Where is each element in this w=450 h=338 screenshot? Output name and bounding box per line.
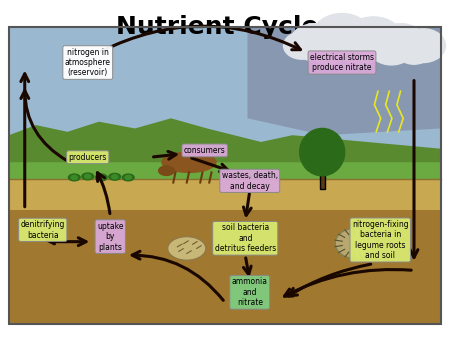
Ellipse shape — [122, 174, 134, 181]
Text: denitrifying
bacteria: denitrifying bacteria — [21, 220, 65, 240]
Circle shape — [376, 24, 425, 61]
Circle shape — [344, 17, 403, 61]
Ellipse shape — [98, 175, 104, 179]
Polygon shape — [9, 118, 441, 169]
Polygon shape — [9, 162, 441, 183]
Circle shape — [313, 14, 371, 57]
Ellipse shape — [335, 228, 376, 259]
Text: nitrogen-fixing
bacteria in
legume roots
and soil: nitrogen-fixing bacteria in legume roots… — [352, 220, 409, 260]
Circle shape — [400, 29, 446, 63]
Ellipse shape — [85, 174, 91, 178]
FancyBboxPatch shape — [9, 27, 441, 324]
Ellipse shape — [109, 173, 121, 180]
Text: Nutrient Cycles: Nutrient Cycles — [117, 15, 333, 39]
Text: nitrogen in
atmosphere
(reservoir): nitrogen in atmosphere (reservoir) — [65, 48, 111, 77]
Ellipse shape — [82, 173, 94, 180]
Ellipse shape — [68, 174, 80, 181]
Text: uptake
by
plants: uptake by plants — [97, 222, 123, 251]
Circle shape — [335, 27, 385, 64]
Circle shape — [308, 34, 349, 64]
Polygon shape — [9, 179, 441, 210]
Polygon shape — [248, 27, 441, 135]
Circle shape — [369, 31, 414, 65]
Text: wastes, death,
and decay: wastes, death, and decay — [222, 171, 278, 191]
Circle shape — [290, 24, 340, 61]
Ellipse shape — [95, 174, 107, 181]
Ellipse shape — [125, 175, 131, 179]
Circle shape — [396, 37, 432, 64]
Ellipse shape — [300, 128, 345, 176]
Ellipse shape — [162, 152, 216, 172]
Polygon shape — [9, 210, 441, 324]
Ellipse shape — [71, 175, 77, 179]
Text: ammonia
and
nitrate: ammonia and nitrate — [232, 277, 268, 307]
Text: soil bacteria
and
detritus feeders: soil bacteria and detritus feeders — [215, 223, 276, 253]
Text: consumers: consumers — [184, 146, 225, 155]
Ellipse shape — [158, 166, 175, 175]
Ellipse shape — [112, 175, 118, 179]
Text: electrical storms
produce nitrate: electrical storms produce nitrate — [310, 53, 374, 72]
Text: producers: producers — [68, 153, 107, 162]
FancyBboxPatch shape — [320, 169, 325, 189]
Circle shape — [284, 32, 320, 59]
Ellipse shape — [167, 237, 206, 260]
